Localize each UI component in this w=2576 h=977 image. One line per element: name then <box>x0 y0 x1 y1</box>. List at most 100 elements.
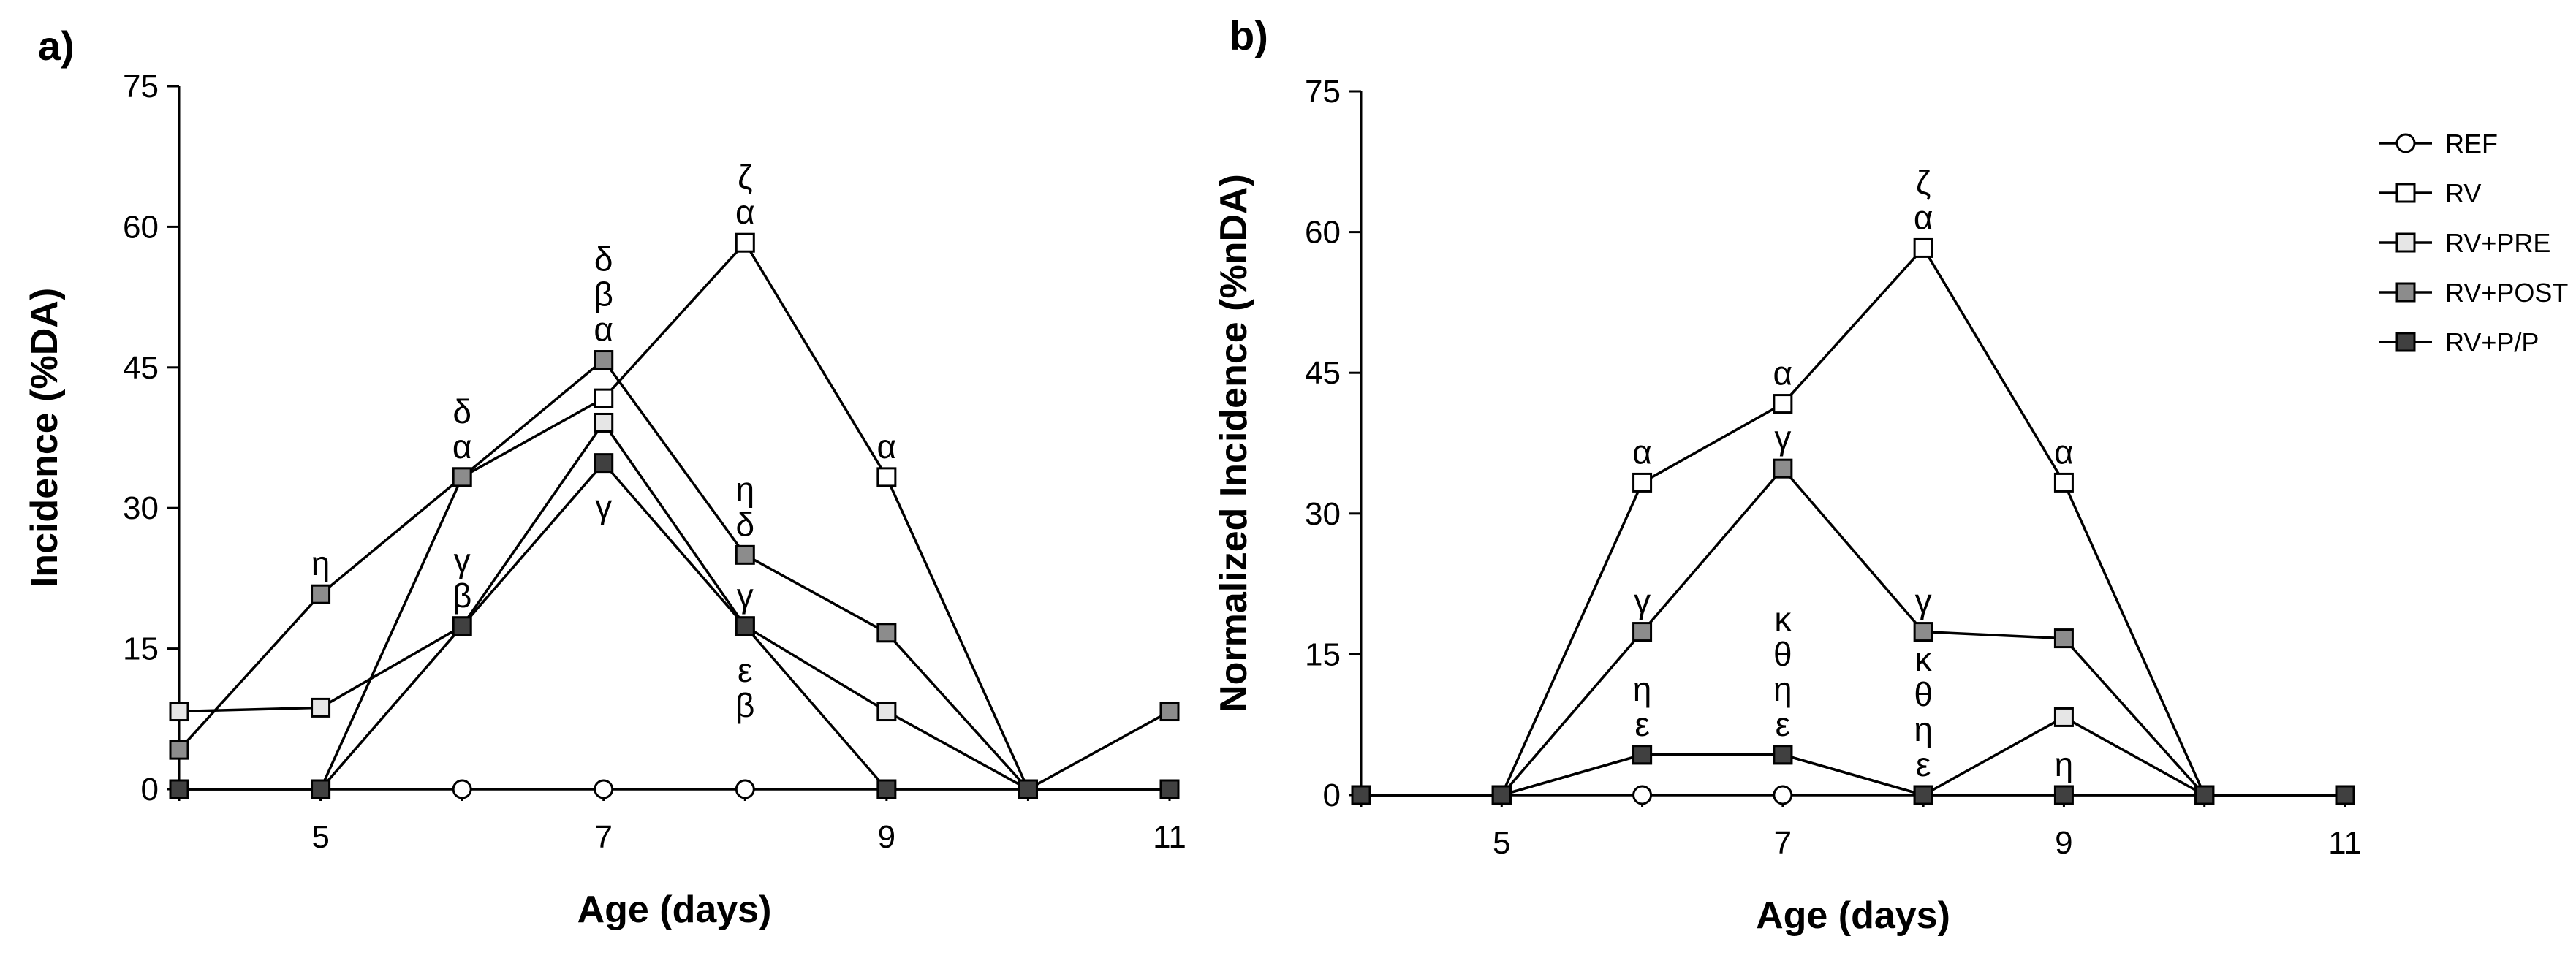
data-point-rv-p-p <box>2194 785 2215 805</box>
data-point-rv-post <box>1773 458 1793 479</box>
annotation-label: δ <box>735 505 754 543</box>
legend: REF RV RV+PRE RV+POST RV+P/P <box>2379 129 2568 357</box>
data-point-rv-pre <box>876 702 897 722</box>
data-point-rv-p-p <box>2053 785 2074 805</box>
annotation-label: α <box>452 427 472 465</box>
annotation-label: α <box>1914 198 1933 236</box>
series-line-rv-post <box>1361 466 2345 797</box>
data-point-ref <box>1632 785 1653 805</box>
y-tick-label: 0 <box>141 772 159 807</box>
data-point-rv-p-p <box>1773 745 1793 765</box>
annotation-label: γ <box>1774 419 1791 457</box>
annotation-label: γ <box>454 541 471 579</box>
annotation-label: ε <box>738 651 753 689</box>
x-tick-label: 7 <box>1774 825 1792 861</box>
data-point-rv-p-p <box>311 779 331 799</box>
y-tick-label: 75 <box>123 69 159 104</box>
annotation-label: δ <box>594 240 613 278</box>
annotation-label: γ <box>1634 582 1651 620</box>
series-line-rv-post <box>178 358 1170 791</box>
legend-marker <box>2395 232 2416 253</box>
annotation-label: γ <box>1915 582 1932 620</box>
annotation-label: θ <box>1914 675 1933 713</box>
data-point-rv-post <box>735 544 755 565</box>
data-point-ref <box>594 779 614 799</box>
annotation-label: α <box>735 193 755 231</box>
data-point-rv-p-p <box>1913 785 1933 805</box>
annotation-label: η <box>1633 670 1652 708</box>
x-tick-label: 9 <box>2055 825 2072 861</box>
data-point-rv <box>1913 237 1933 258</box>
data-point-rv-post <box>452 467 472 487</box>
y-tick-label: 15 <box>1305 636 1341 672</box>
annotation-label: δ <box>452 392 471 430</box>
annotation-label: η <box>1773 670 1792 708</box>
legend-marker <box>2395 183 2416 203</box>
data-point-ref <box>735 779 755 799</box>
y-tick-label: 15 <box>123 631 159 667</box>
annotation-label: α <box>877 427 897 465</box>
data-point-rv-post <box>876 623 897 643</box>
annotation-label: β <box>735 686 754 724</box>
series-line-rv <box>1361 246 2345 797</box>
annotation-label: α <box>1773 354 1793 392</box>
series-line-rv <box>179 240 1170 791</box>
y-axis-title: Incidence (%DA) <box>23 288 66 588</box>
data-point-rv-post <box>1632 622 1653 642</box>
annotation-label: γ <box>595 488 612 526</box>
panel-label: b) <box>1230 12 1268 58</box>
data-point-rv-p-p <box>2335 785 2355 805</box>
panel-b: b) 0 15 30 45 60 75 5 7 9 11 Age (days) Normalized I… <box>1213 12 2362 937</box>
x-tick-label: 9 <box>878 819 895 855</box>
annotation-label: η <box>735 470 754 508</box>
annotation-label: γ <box>737 577 754 615</box>
data-point-rv <box>1773 394 1793 414</box>
data-point-rv-p-p <box>735 616 755 636</box>
data-point-rv-p-p <box>452 616 472 636</box>
annotation-label: η <box>2055 745 2074 783</box>
data-point-rv <box>876 467 897 487</box>
data-point-rv <box>594 388 614 408</box>
annotation-label: α <box>2054 433 2074 471</box>
y-tick-label: 75 <box>1305 74 1341 110</box>
x-tick-label: 7 <box>594 819 612 855</box>
data-point-ref <box>452 779 472 799</box>
series-line-rv-pre <box>1361 715 2345 797</box>
data-point-rv-pre <box>2053 707 2074 727</box>
x-tick-label: 5 <box>1493 825 1510 861</box>
annotation-label: θ <box>1773 635 1792 673</box>
data-point-rv-p-p <box>1491 785 1512 805</box>
x-axis-title: Age (days) <box>577 889 772 931</box>
series-line-rv-p-p <box>1361 753 2345 797</box>
data-point-rv-p-p <box>1018 779 1038 799</box>
annotation-label: η <box>311 544 330 582</box>
annotation-label: ε <box>1776 705 1791 743</box>
data-point-rv-pre <box>169 702 189 722</box>
data-point-rv-p-p <box>876 779 897 799</box>
panel-a: a) 0 15 30 45 60 75 5 7 9 11 Age (days) Incidence (%… <box>23 23 1186 931</box>
data-point-rv <box>735 232 755 253</box>
annotation-label: κ <box>1915 640 1933 678</box>
annotation-label: ε <box>1634 705 1650 743</box>
data-point-rv-post <box>2053 628 2074 649</box>
x-tick-label: 11 <box>2328 825 2362 861</box>
annotation-label: β <box>452 577 471 615</box>
annotation-label: ζ <box>1916 163 1931 201</box>
data-point-rv <box>2053 472 2074 493</box>
y-tick-label: 60 <box>123 209 159 245</box>
legend-label: RV+POST <box>2445 278 2568 308</box>
y-tick-label: 45 <box>123 350 159 386</box>
x-axis-title: Age (days) <box>1756 894 1950 937</box>
data-point-rv-p-p <box>1632 745 1653 765</box>
data-point-rv-post <box>311 584 331 604</box>
data-point-rv-post <box>594 350 614 370</box>
annotation-label: α <box>594 311 613 349</box>
data-point-rv-pre <box>594 412 614 433</box>
y-tick-label: 30 <box>1305 496 1341 532</box>
data-point-rv-p-p <box>1159 779 1180 799</box>
legend-marker <box>2395 282 2416 303</box>
data-point-rv-post <box>169 740 189 760</box>
annotation-label: ε <box>1916 745 1931 783</box>
data-point-ref <box>1773 785 1793 805</box>
series-line-rv-p-p <box>179 460 1170 791</box>
